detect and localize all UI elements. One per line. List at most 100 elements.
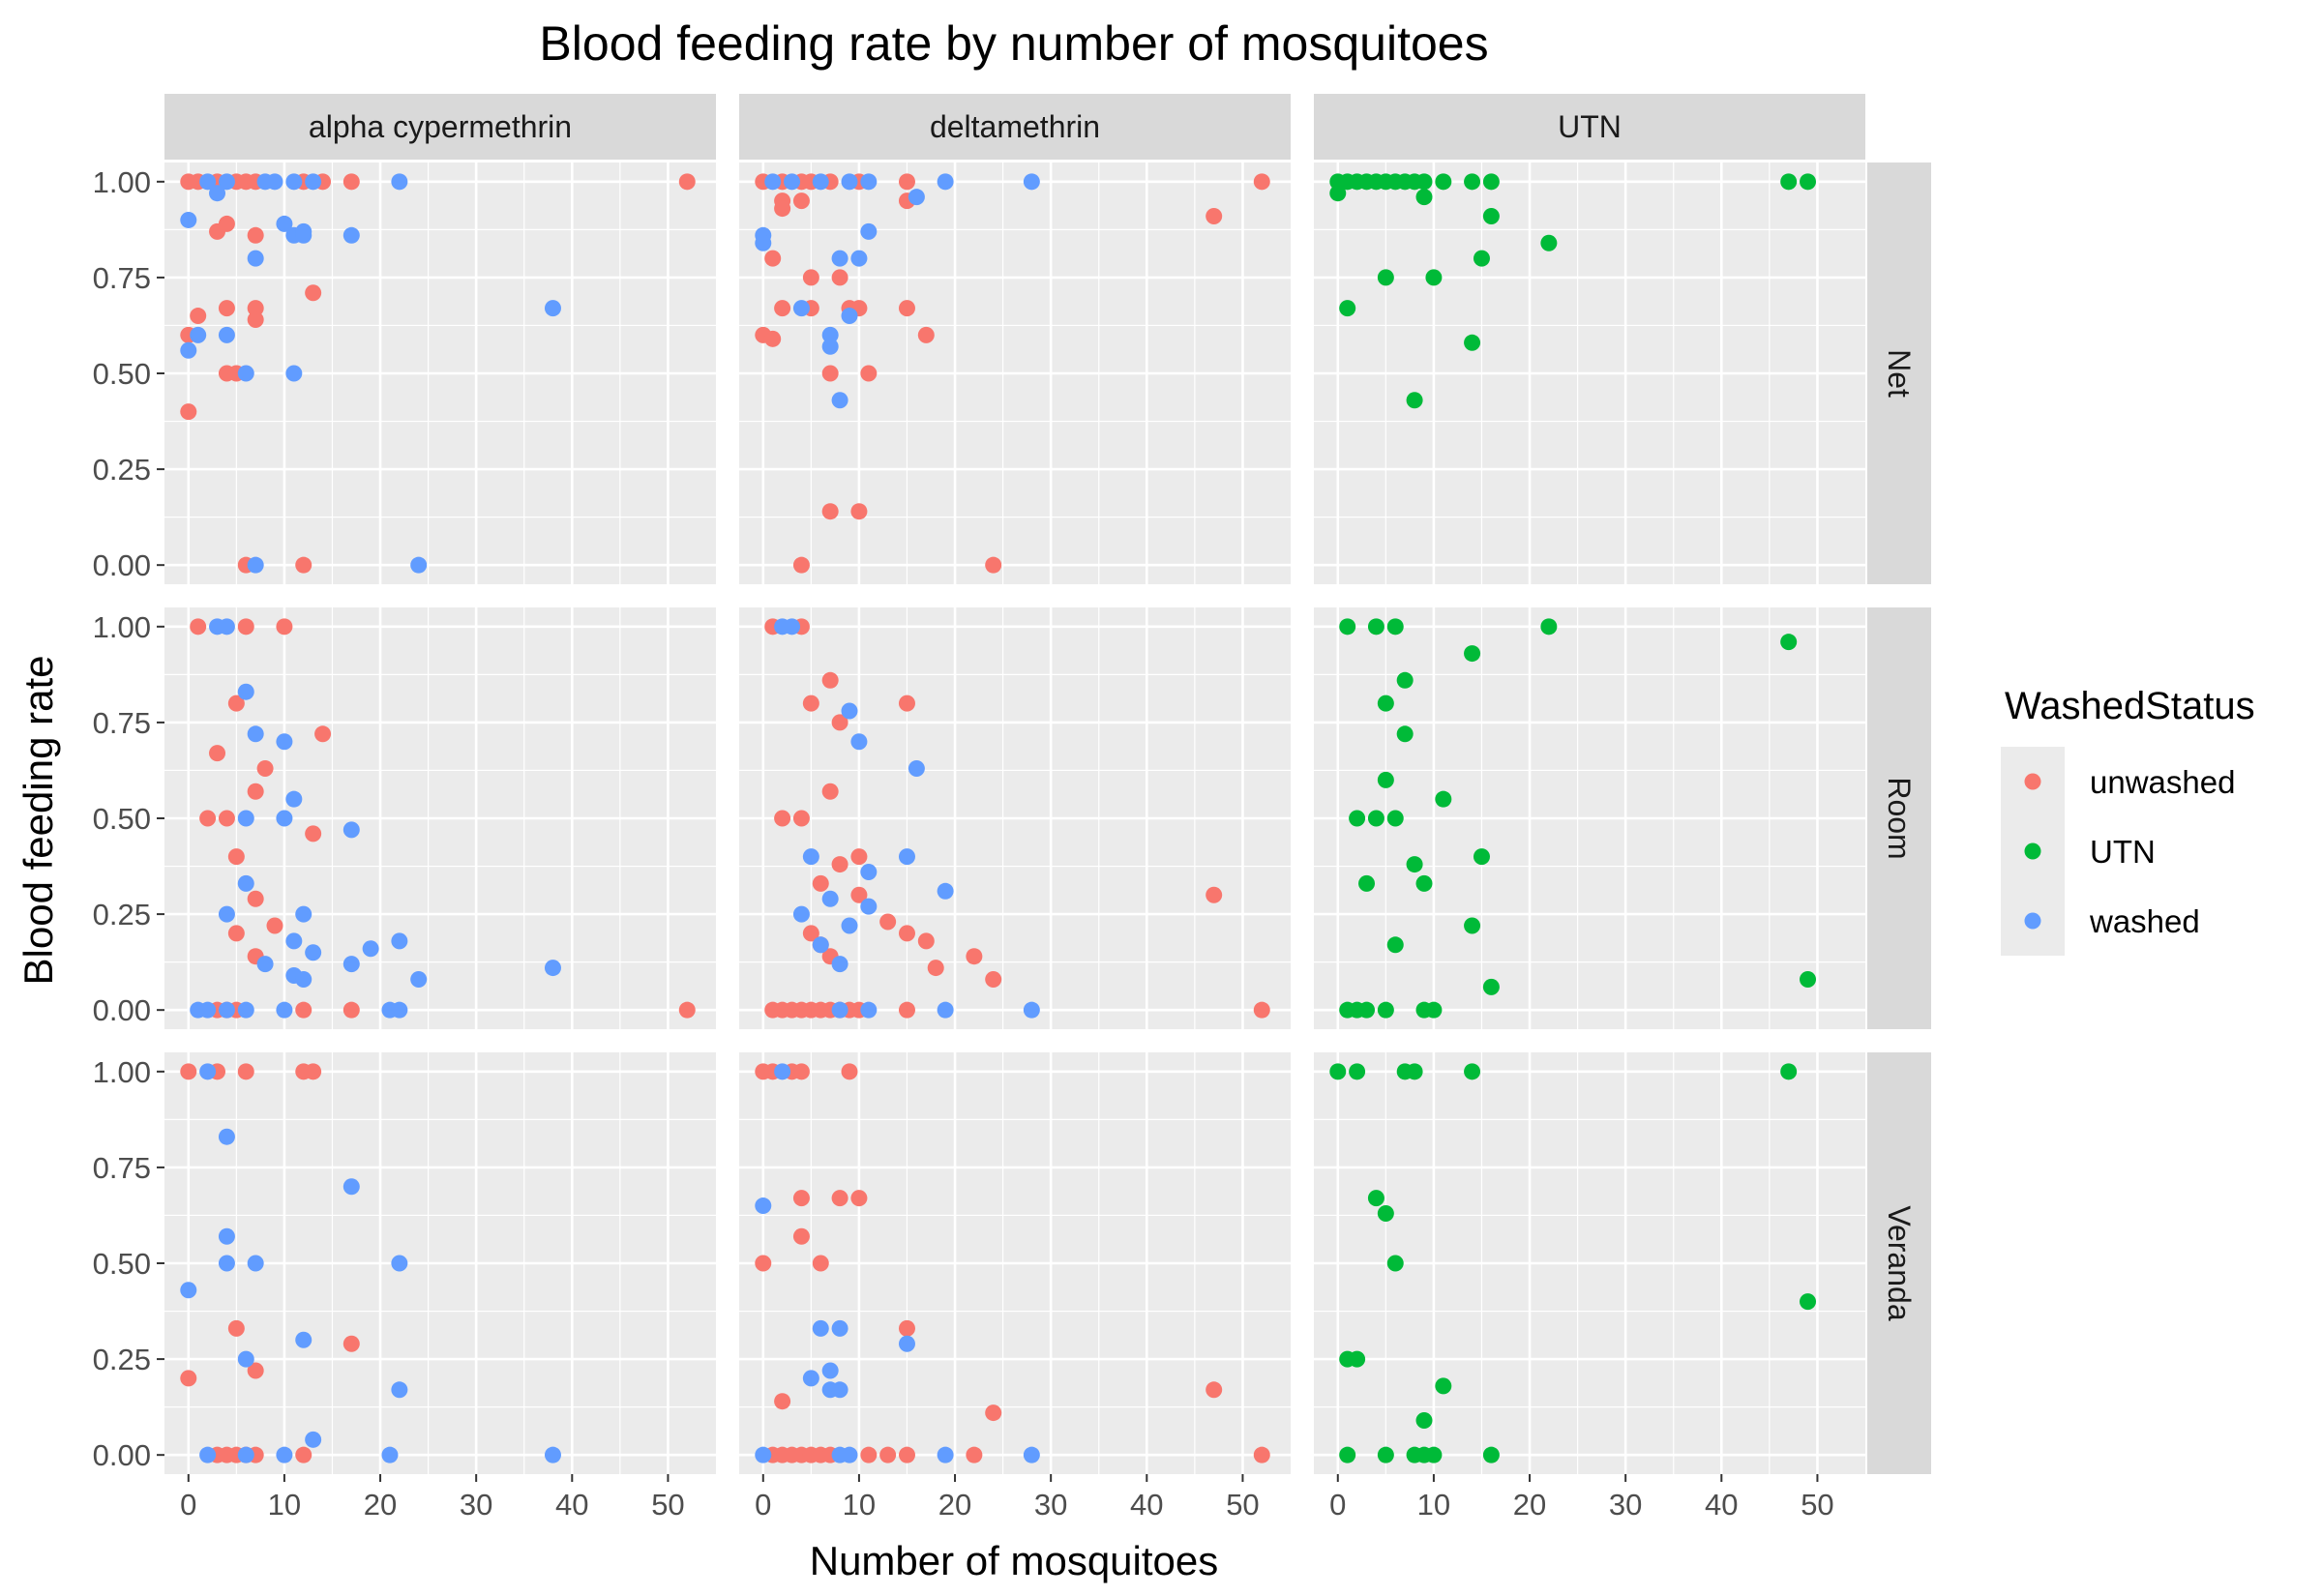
chart-title: Blood feeding rate by number of mosquito… [539, 16, 1488, 71]
data-point-washed [908, 759, 925, 777]
data-point-utn [1800, 173, 1817, 191]
x-tick-label: 40 [1130, 1488, 1163, 1522]
data-point-utn [1396, 671, 1414, 689]
data-point-washed [391, 932, 408, 950]
data-point-unwashed [678, 173, 696, 191]
strip-background [739, 94, 1291, 160]
data-point-washed [305, 1431, 322, 1448]
data-point-washed [898, 848, 915, 866]
data-point-washed [792, 300, 810, 317]
data-point-unwashed [802, 269, 819, 286]
strip-background [164, 94, 716, 160]
panel-deltamethrin-veranda: 0 10 20 30 40 50 [739, 1052, 1291, 1522]
data-point-unwashed [898, 695, 915, 712]
data-point-washed [410, 970, 428, 988]
x-tick-label: 50 [651, 1488, 684, 1522]
legend-title: WashedStatus [2005, 685, 2255, 727]
data-point-unwashed [802, 695, 819, 712]
data-point-unwashed [342, 173, 360, 191]
data-point-unwashed [218, 810, 235, 827]
data-point-washed [342, 226, 360, 244]
data-point-utn [1339, 300, 1356, 317]
data-point-utn [1377, 1204, 1394, 1222]
data-point-unwashed [247, 226, 264, 244]
data-point-utn [1386, 810, 1404, 827]
data-point-unwashed [295, 1001, 313, 1019]
data-point-utn [1367, 618, 1384, 635]
data-point-unwashed [247, 1362, 264, 1379]
data-point-unwashed [342, 1001, 360, 1019]
data-point-washed [391, 1255, 408, 1272]
data-point-utn [1800, 1293, 1817, 1311]
data-point-washed [391, 1381, 408, 1399]
data-point-washed [180, 341, 197, 359]
data-point-unwashed [314, 725, 332, 743]
data-point-washed [218, 905, 235, 923]
data-point-washed [410, 556, 428, 574]
strip-background [1867, 163, 1931, 584]
x-tick-label: 30 [1034, 1488, 1067, 1522]
data-point-washed [391, 1001, 408, 1019]
strip-label-utn: UTN [1558, 109, 1622, 144]
data-point-washed [180, 1282, 197, 1299]
data-point-washed [850, 250, 868, 267]
data-point-utn [1435, 790, 1452, 808]
panel-utn-veranda: 0 10 20 30 40 50 [1314, 1052, 1865, 1522]
data-point-unwashed [256, 759, 274, 777]
data-point-utn [1377, 1446, 1394, 1463]
y-tick-label: 0.00 [93, 1438, 151, 1472]
data-point-unwashed [898, 1446, 915, 1463]
data-point-washed [860, 173, 878, 191]
data-point-washed [256, 956, 274, 973]
data-point-utn [1415, 173, 1433, 191]
legend-label: unwashed [2090, 764, 2235, 800]
data-point-unwashed [180, 1370, 197, 1387]
data-point-unwashed [927, 960, 944, 977]
facet-strip-top-deltamethrin: deltamethrin [739, 94, 1291, 160]
data-point-washed [812, 173, 829, 191]
data-point-washed [285, 790, 303, 808]
data-point-washed [342, 956, 360, 973]
data-point-unwashed [802, 925, 819, 942]
data-point-unwashed [850, 886, 868, 903]
data-point-unwashed [295, 1446, 313, 1463]
data-point-unwashed [774, 810, 791, 827]
data-point-washed [381, 1446, 399, 1463]
data-point-washed [295, 226, 313, 244]
data-point-washed [802, 848, 819, 866]
data-point-utn [1349, 810, 1366, 827]
data-point-utn [1415, 189, 1433, 206]
data-point-washed [898, 1335, 915, 1352]
data-point-unwashed [755, 1255, 772, 1272]
data-point-washed [937, 882, 954, 900]
strip-background [1867, 1052, 1931, 1474]
data-point-unwashed [985, 970, 1002, 988]
data-point-unwashed [276, 618, 293, 635]
data-point-washed [285, 173, 303, 191]
data-point-unwashed [792, 1227, 810, 1245]
data-point-utn [1464, 1063, 1481, 1080]
data-point-utn [1425, 1001, 1443, 1019]
data-point-washed [1023, 173, 1040, 191]
data-point-washed [295, 905, 313, 923]
data-point-unwashed [831, 1190, 848, 1207]
data-point-washed [831, 250, 848, 267]
y-tick-label: 1.00 [93, 610, 151, 644]
data-point-washed [831, 956, 848, 973]
data-point-washed [247, 725, 264, 743]
data-point-washed [285, 932, 303, 950]
data-point-unwashed [966, 948, 983, 965]
data-point-washed [218, 1001, 235, 1019]
data-point-washed [821, 338, 839, 355]
data-point-unwashed [1253, 173, 1270, 191]
data-point-unwashed [898, 173, 915, 191]
data-point-utn [1415, 874, 1433, 892]
y-tick-label: 0.25 [93, 453, 151, 487]
data-point-utn [1358, 1001, 1376, 1019]
data-point-unwashed [898, 300, 915, 317]
x-tick-label: 30 [1609, 1488, 1642, 1522]
data-point-unwashed [898, 925, 915, 942]
data-point-utn [1482, 978, 1500, 995]
data-point-unwashed [305, 825, 322, 842]
data-point-washed [860, 863, 878, 880]
